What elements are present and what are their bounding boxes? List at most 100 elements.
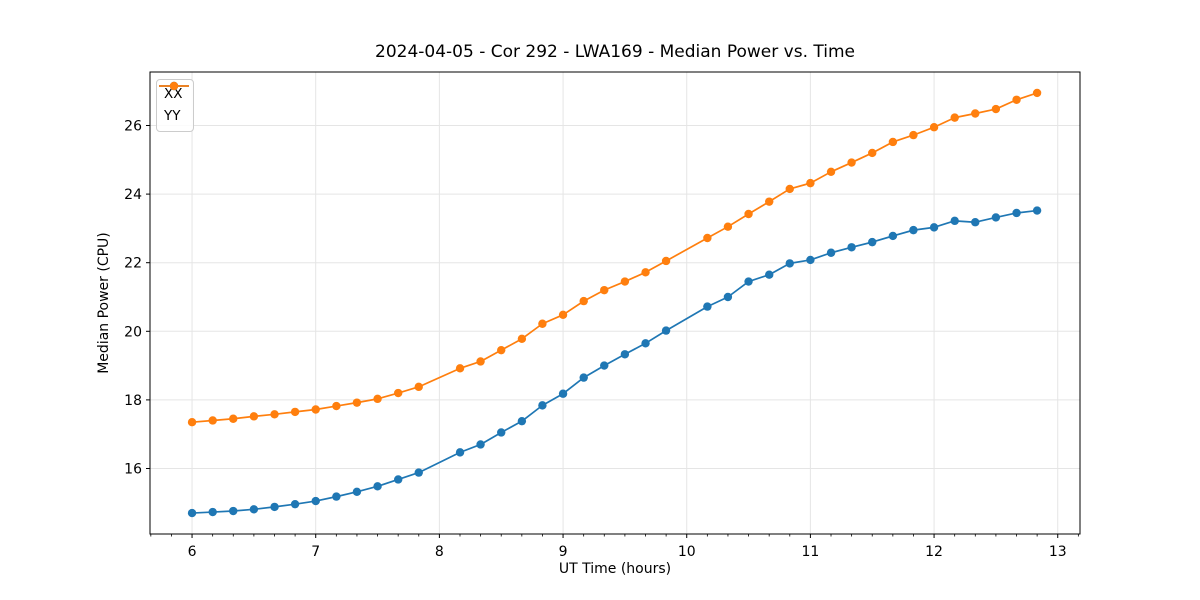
- data-point-yy: [888, 137, 898, 147]
- data-point-xx: [620, 350, 630, 359]
- x-tick-label: 6: [188, 544, 197, 560]
- data-point-xx: [909, 225, 918, 235]
- data-point-xx: [785, 259, 794, 268]
- data-point-yy: [929, 123, 939, 132]
- x-tick-label: 9: [559, 544, 568, 560]
- data-point-xx: [971, 218, 980, 227]
- data-point-yy: [641, 268, 650, 277]
- data-point-xx: [826, 248, 836, 257]
- data-point-yy: [352, 398, 362, 407]
- data-point-yy: [1012, 95, 1021, 104]
- data-point-yy: [517, 334, 527, 344]
- data-point-yy: [703, 233, 712, 243]
- data-point-xx: [806, 255, 815, 265]
- data-point-yy: [497, 345, 506, 355]
- data-point-xx: [600, 361, 609, 370]
- data-point-xx: [703, 302, 712, 311]
- data-point-yy: [661, 256, 671, 266]
- data-point-yy: [620, 277, 630, 286]
- data-point-yy: [950, 113, 959, 122]
- y-tick-label: 20: [124, 324, 142, 340]
- chart-title: 2024-04-05 - Cor 292 - LWA169 - Median P…: [375, 42, 855, 62]
- x-axis-label: UT Time (hours): [558, 561, 672, 577]
- y-tick-label: 26: [124, 119, 142, 135]
- data-point-xx: [455, 448, 465, 457]
- data-point-yy: [373, 394, 382, 404]
- data-point-yy: [806, 178, 815, 188]
- x-tick-label: 13: [1049, 544, 1067, 560]
- data-point-xx: [249, 505, 259, 514]
- data-point-xx: [270, 502, 279, 512]
- data-point-xx: [373, 482, 382, 491]
- data-point-xx: [661, 326, 671, 335]
- data-point-xx: [517, 416, 527, 426]
- data-point-yy: [187, 417, 197, 427]
- data-point-xx: [352, 487, 362, 497]
- data-point-yy: [765, 197, 774, 206]
- y-axis-label: Median Power (CPU): [96, 232, 112, 374]
- data-point-yy: [826, 167, 836, 177]
- data-point-xx: [558, 389, 568, 398]
- data-point-xx: [929, 223, 939, 232]
- data-point-yy: [909, 130, 918, 140]
- data-point-yy: [476, 357, 485, 366]
- data-point-xx: [187, 508, 197, 518]
- data-point-yy: [744, 209, 753, 219]
- data-point-yy: [208, 416, 217, 425]
- x-tick-label: 7: [311, 544, 320, 560]
- data-point-yy: [332, 401, 341, 411]
- data-point-xx: [497, 428, 506, 437]
- data-point-xx: [847, 243, 856, 252]
- data-point-xx: [394, 475, 403, 484]
- data-point-yy: [270, 410, 279, 419]
- data-point-yy: [394, 388, 403, 398]
- data-point-yy: [229, 414, 238, 423]
- data-point-yy: [311, 405, 320, 414]
- y-tick-label: 24: [124, 187, 142, 203]
- data-point-yy: [579, 296, 588, 306]
- data-point-xx: [579, 373, 588, 382]
- data-point-xx: [765, 270, 774, 279]
- data-point-xx: [950, 216, 959, 226]
- legend-label: YY: [164, 108, 181, 124]
- data-point-yy: [538, 319, 547, 328]
- x-tick-label: 11: [801, 544, 819, 560]
- axes-spines: [149, 71, 1081, 535]
- data-point-xx: [229, 506, 238, 516]
- data-point-xx: [868, 237, 877, 247]
- data-point-xx: [744, 277, 753, 286]
- data-point-yy: [558, 310, 568, 320]
- legend: XX YY: [156, 79, 194, 132]
- series-line-yy: [191, 92, 1038, 424]
- data-point-yy: [971, 109, 980, 118]
- data-point-yy: [249, 412, 259, 421]
- data-point-yy: [1032, 88, 1042, 98]
- legend-label: XX: [164, 86, 183, 102]
- data-point-yy: [868, 148, 877, 158]
- data-point-yy: [847, 158, 856, 167]
- x-tick-label: 12: [925, 544, 943, 560]
- data-point-yy: [785, 184, 794, 194]
- data-point-xx: [332, 492, 341, 501]
- data-point-yy: [991, 104, 1001, 114]
- series-line-xx: [191, 209, 1038, 514]
- data-point-yy: [723, 222, 733, 231]
- legend-item-yy: YY: [159, 81, 189, 126]
- data-point-xx: [991, 213, 1001, 222]
- y-tick-label: 16: [124, 461, 142, 477]
- data-point-xx: [311, 496, 320, 506]
- data-point-yy: [290, 407, 300, 417]
- data-point-yy: [600, 285, 609, 295]
- data-point-yy: [414, 382, 423, 392]
- data-point-xx: [414, 468, 423, 477]
- y-tick-label: 18: [124, 393, 142, 409]
- legend-swatch-yy: [159, 81, 189, 91]
- data-point-xx: [1012, 208, 1021, 218]
- legend-marker-icon: [169, 81, 179, 91]
- data-point-xx: [723, 292, 733, 302]
- x-tick-label: 8: [435, 544, 444, 560]
- data-point-xx: [641, 339, 650, 348]
- data-point-xx: [538, 401, 547, 410]
